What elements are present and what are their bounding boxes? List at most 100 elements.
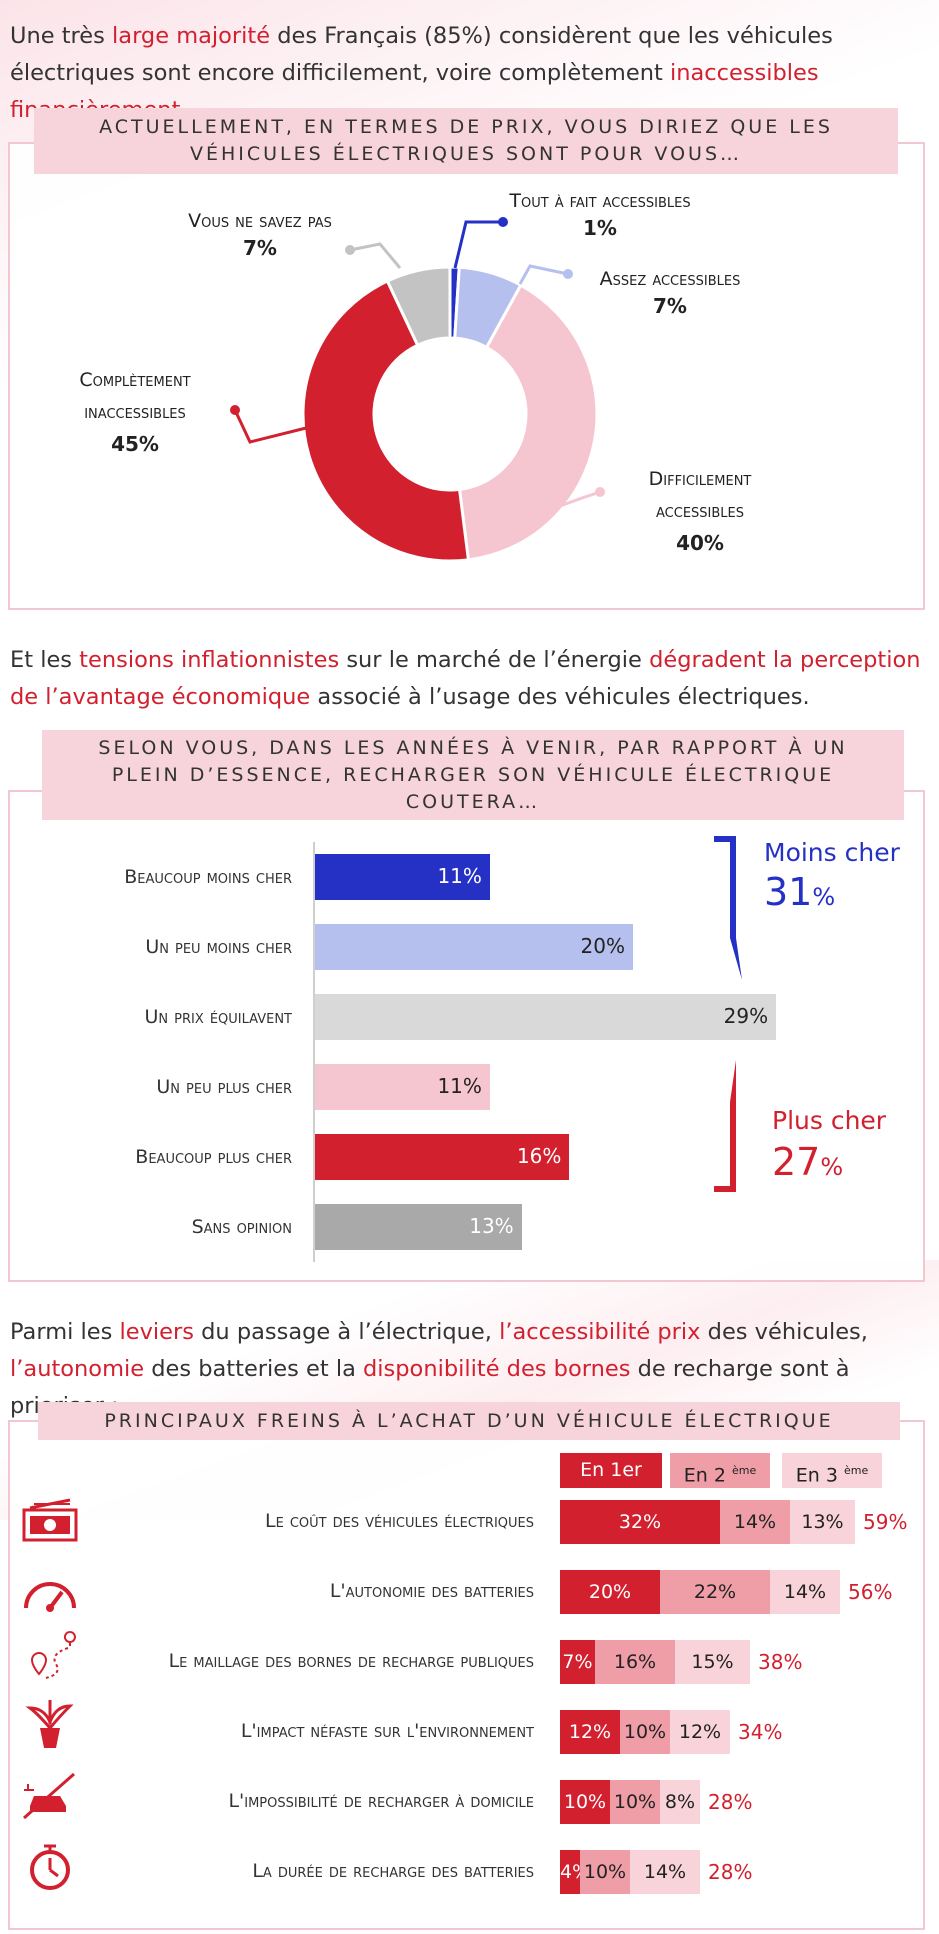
donut-label-text: Assez accessibles [599, 268, 741, 290]
rank-seg-1: 4% [560, 1850, 580, 1894]
bar-value-label: 20% [580, 934, 625, 958]
leader-tout-a-fait [453, 220, 503, 269]
money-icon [22, 1498, 78, 1542]
bar-1: 20% [315, 924, 633, 970]
donut-label-text: accessibles [656, 500, 744, 522]
intro-text: des véhicules, [700, 1319, 868, 1345]
plant-icon [25, 1700, 74, 1748]
group-less-number: 31 [764, 870, 813, 914]
intro-text-2: Et les tensions inflationnistes sur le m… [10, 642, 930, 716]
donut-label-difficilement: Difficilement accessibles 40% [600, 463, 800, 559]
bracket-less [714, 836, 742, 980]
stopwatch-icon [30, 1844, 70, 1890]
bracket-more [714, 1060, 736, 1192]
highlight: l’autonomie [10, 1356, 145, 1382]
leader-ne-savez-pas-dot [345, 245, 355, 255]
donut-label-ne-savez-pas: Vous ne savez pas 7% [150, 210, 370, 260]
bar-category-label: Beaucoup plus cher [135, 1146, 292, 1168]
route-pin-icon [30, 1631, 76, 1679]
rank-seg-1: 12% [560, 1710, 620, 1754]
question-banner-1: Actuellement, en termes de prix, vous di… [34, 108, 898, 174]
donut-label-completement: Complètement inaccessibles 45% [40, 364, 230, 460]
row-total: 34% [738, 1720, 783, 1744]
intro-text: sur le marché de l’énergie [339, 647, 650, 673]
row-label: Le maillage des bornes de recharge publi… [168, 1650, 534, 1672]
intro-text: des batteries et la [144, 1356, 364, 1382]
rank-seg-1: 32% [560, 1500, 720, 1544]
bar-value-label: 16% [516, 1144, 562, 1168]
highlight: large majorité [112, 23, 271, 49]
header-rank-3: En 3 ème [782, 1453, 882, 1488]
question-banner-2: Selon vous, dans les années à venir, par… [42, 730, 904, 820]
donut-label-pct: 1% [583, 216, 617, 240]
bar-value-label: 13% [469, 1214, 514, 1238]
header-rank-1: En 1er [560, 1453, 662, 1488]
leader-ne-savez-pas [349, 242, 402, 269]
row-label: Le coût des véhicules électriques [265, 1510, 534, 1532]
bar-3: 11% [315, 1064, 490, 1110]
intro-text: de recharge sont à prioriser : [10, 1356, 850, 1419]
no-car-plug-icon [23, 1772, 75, 1820]
header-sup: ème [843, 1464, 869, 1477]
bar-category-label: Beaucoup moins cher [124, 866, 292, 888]
highlight: l’accessibilité prix [499, 1319, 701, 1345]
leader-tout-a-fait-dot [498, 217, 508, 227]
bar-category-label: Un prix équilavent [144, 1006, 293, 1028]
donut-label-text: inaccessibles [84, 401, 186, 423]
header-text: En 1 [580, 1459, 623, 1481]
donut-label-pct: 45% [111, 432, 159, 456]
bar-labels: Beaucoup moins cher Un peu moins cher Un p… [0, 0, 292, 1300]
gauge-icon [24, 1582, 76, 1612]
rank-seg-1: 10% [560, 1780, 610, 1824]
intro-text: du passage à l’électrique, [193, 1319, 500, 1345]
donut-label-pct: 40% [676, 531, 724, 555]
donut-label-assez: Assez accessibles 7% [570, 268, 770, 318]
question-banner-3: Principaux freins à l’achat d’un véhicul… [38, 1402, 900, 1440]
highlight: disponibilité des bornes [363, 1356, 631, 1382]
rank-seg-3: 14% [630, 1850, 700, 1894]
bar-value-label: 29% [723, 1004, 769, 1028]
question-line: plein d’essence, recharger son véhicule … [111, 764, 835, 786]
highlight: dégradent la perception de l’avantage éc… [10, 647, 921, 710]
donut-label-text: Tout à fait accessibles [509, 190, 691, 212]
donut-chart [230, 217, 605, 563]
rank-seg-2: 22% [660, 1570, 770, 1614]
leader-assez-dot [563, 269, 573, 279]
group-more-number: 27 [772, 1140, 821, 1184]
leader-difficilement [559, 490, 601, 508]
donut-label-text: Complètement [79, 369, 191, 391]
group-more-value: 27% [772, 1140, 843, 1184]
donut-label-pct: 7% [653, 294, 687, 318]
leader-difficilement-dot [595, 487, 605, 497]
row-total: 28% [708, 1790, 753, 1814]
question-line: Actuellement, en termes de prix, vous di… [99, 116, 833, 138]
group-less-label: Moins cher [764, 838, 900, 867]
bar-5: 13% [315, 1204, 522, 1250]
intro-text: associé à l’usage des véhicules électriq… [310, 684, 810, 710]
question-line: véhicules électriques sont pour vous… [189, 143, 743, 165]
rank-seg-3: 8% [660, 1780, 700, 1824]
rank-seg-2: 14% [720, 1500, 790, 1544]
bracket-graphics [714, 836, 742, 1192]
intro-text: des Français (85%) considèrent que les v… [10, 23, 833, 86]
intro-text: Parmi les [10, 1319, 120, 1345]
rank-seg-2: 10% [610, 1780, 660, 1824]
bar-axis-line [313, 842, 315, 1262]
intro-text: Une très [10, 23, 113, 49]
rank-seg-3: 13% [790, 1500, 855, 1544]
rank-seg-2: 16% [595, 1640, 675, 1684]
rank-seg-1: 20% [560, 1570, 660, 1614]
bar-category-label: Un peu moins cher [145, 936, 292, 958]
donut-slice-4 [385, 265, 452, 348]
row-label: L'autonomie des batteries [329, 1580, 534, 1602]
ranking-panel [8, 1420, 925, 1930]
row-label: La durée de recharge des batteries [252, 1860, 534, 1882]
group-less-unit: % [812, 883, 836, 911]
donut-slice-3 [301, 278, 471, 563]
group-more-unit: % [820, 1153, 844, 1181]
row-total: 38% [758, 1650, 803, 1674]
group-more-label: Plus cher [772, 1106, 887, 1135]
bar-4: 16% [315, 1134, 570, 1180]
leader-assez [518, 264, 569, 285]
